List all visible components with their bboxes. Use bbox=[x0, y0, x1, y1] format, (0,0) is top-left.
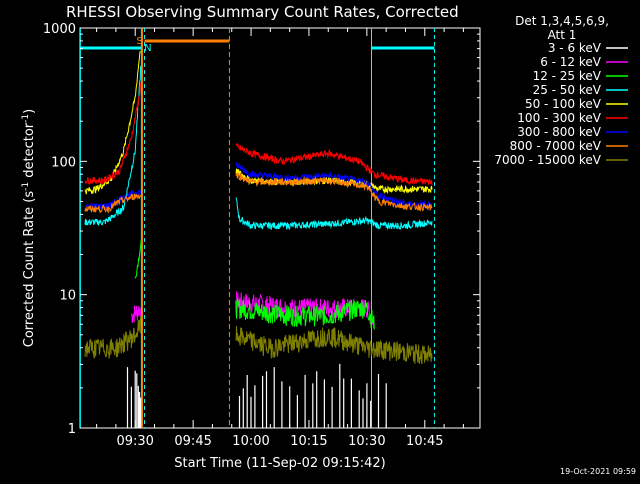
legend-label: 50 - 100 keV bbox=[525, 97, 602, 111]
y-tick-label: 100 bbox=[51, 155, 76, 170]
x-tick-label: 10:30 bbox=[348, 434, 385, 449]
footer-date: 19-Oct-2021 09:59 bbox=[560, 467, 636, 476]
legend-label: 25 - 50 keV bbox=[533, 83, 602, 97]
legend-label: 800 - 7000 keV bbox=[510, 139, 602, 153]
x-tick-label: 09:30 bbox=[116, 434, 153, 449]
flag-layer: SN bbox=[79, 28, 435, 428]
series-line-8 bbox=[84, 316, 433, 365]
legend-header: Att 1 bbox=[548, 28, 577, 42]
x-tick-label: 10:45 bbox=[406, 434, 443, 449]
series-line-7 bbox=[84, 171, 433, 214]
x-tick-label: 10:00 bbox=[232, 434, 269, 449]
y-tick-label: 1000 bbox=[43, 22, 76, 37]
night-flag-label: N bbox=[144, 43, 151, 54]
y-tick-label: 10 bbox=[59, 289, 76, 304]
y-axis-label: Corrected Count Rate (s-1 detector-1) bbox=[21, 109, 37, 347]
x-axis-label: Start Time (11-Sep-02 09:15:42) bbox=[174, 456, 385, 471]
series-layer bbox=[84, 50, 433, 428]
axes-layer: 1 10 100 1000 09:30 09:45 10:00 10:15 10:30 10:45 bbox=[43, 22, 480, 449]
legend-label: 3 - 6 keV bbox=[548, 41, 602, 55]
saa-flag-label: S bbox=[136, 36, 142, 47]
series-line-0 bbox=[126, 363, 387, 428]
series-line-3 bbox=[84, 65, 433, 231]
legend-label: 7000 - 15000 keV bbox=[494, 153, 601, 167]
y-tick-label: 1 bbox=[68, 422, 76, 437]
series-line-2 bbox=[134, 239, 375, 330]
series-line-5 bbox=[84, 82, 433, 186]
legend-label: 300 - 800 keV bbox=[517, 125, 601, 139]
x-tick-label: 09:45 bbox=[174, 434, 211, 449]
legend-label: 6 - 12 keV bbox=[540, 55, 602, 69]
legend-header: Det 1,3,4,5,6,9, bbox=[515, 14, 609, 28]
legend-label: 12 - 25 keV bbox=[533, 69, 602, 83]
chart-title: RHESSI Observing Summary Count Rates, Co… bbox=[66, 3, 459, 21]
x-tick-label: 10:15 bbox=[290, 434, 327, 449]
legend-label: 100 - 300 keV bbox=[517, 111, 601, 125]
